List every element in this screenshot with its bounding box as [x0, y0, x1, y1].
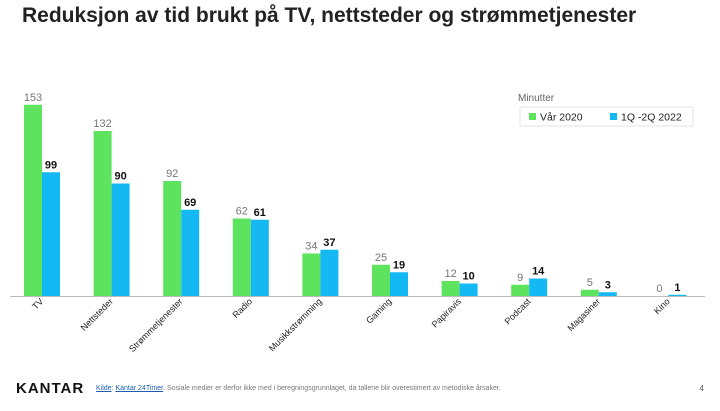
- value-label-radio-series-1: 62: [236, 206, 248, 218]
- category-label-magasiner: Magasiner: [565, 296, 602, 333]
- legend-label-2022: 1Q -2Q 2022: [621, 112, 682, 124]
- footer: KANTAR Kilde: Kantar 24Timer. Sosiale me…: [0, 378, 720, 411]
- value-label-gaming-series-2: 19: [393, 259, 405, 271]
- value-label-papiravis-series-1: 12: [444, 268, 456, 280]
- bar-chart: Minutter Vår 2020 1Q -2Q 2022 15399TV132…: [10, 92, 705, 354]
- category-label-tv: TV: [30, 296, 45, 311]
- bar-radio-series-2: [250, 219, 269, 296]
- bar-papiravis-series-2: [459, 283, 478, 296]
- bar-tv-series-2: [42, 172, 60, 296]
- category-label-strommetjenester: Strømmetjenester: [127, 296, 185, 354]
- source-link[interactable]: Kantar 24Timer: [115, 385, 164, 392]
- value-label-musikkstromming-series-2: 37: [323, 237, 335, 249]
- legend-label-vaar-2020: Vår 2020: [540, 112, 583, 124]
- bar-gaming-series-2: [390, 272, 408, 296]
- value-label-radio-series-2: 61: [254, 207, 266, 219]
- value-label-tv-series-1: 153: [24, 92, 42, 104]
- category-label-kino: Kino: [652, 296, 672, 316]
- source-note: Kilde: Kantar 24Timer. Sosiale medier er…: [96, 385, 501, 392]
- bar-nettsteder-series-2: [111, 183, 130, 296]
- bar-podcast-series-2: [529, 278, 548, 296]
- value-label-nettsteder-series-2: 90: [114, 171, 126, 183]
- category-label-gaming: Gaming: [364, 296, 393, 325]
- legend-swatch-2022: [610, 113, 617, 120]
- bar-nettsteder-series-1: [93, 131, 112, 296]
- value-label-tv-series-2: 99: [45, 159, 57, 171]
- bar-podcast-series-1: [511, 284, 530, 296]
- value-label-gaming-series-1: 25: [375, 252, 387, 264]
- value-label-strommetjenester-series-1: 92: [166, 168, 178, 180]
- bar-magasiner-series-2: [598, 292, 617, 296]
- value-label-magasiner-series-2: 3: [605, 279, 611, 291]
- page-number: 4: [699, 384, 704, 393]
- value-label-nettsteder-series-1: 132: [93, 118, 111, 130]
- category-label-radio: Radio: [231, 296, 255, 320]
- chart-legend: Minutter Vår 2020 1Q -2Q 2022: [518, 93, 694, 127]
- bar-radio-series-1: [232, 218, 251, 296]
- legend-swatch-vaar-2020: [529, 113, 536, 120]
- value-label-papiravis-series-2: 10: [462, 271, 474, 283]
- chart-bars: 15399TV13290Nettsteder9269Strømmetjenest…: [24, 92, 687, 354]
- legend-title: Minutter: [518, 93, 555, 104]
- bar-musikkstromming-series-1: [302, 253, 321, 296]
- bar-strommetjenester-series-2: [181, 209, 200, 296]
- value-label-kino-series-1: 0: [656, 283, 662, 295]
- page-title: Reduksjon av tid brukt på TV, nettsteder…: [22, 4, 637, 27]
- bar-papiravis-series-1: [441, 281, 460, 296]
- legend-frame: [519, 106, 694, 127]
- value-label-strommetjenester-series-2: 69: [184, 197, 196, 209]
- bar-strommetjenester-series-1: [163, 181, 182, 296]
- value-label-podcast-series-1: 9: [517, 272, 523, 284]
- category-label-nettsteder: Nettsteder: [79, 296, 115, 332]
- bar-musikkstromming-series-2: [320, 249, 339, 296]
- bar-kino-series-2: [668, 294, 687, 297]
- bar-gaming-series-1: [372, 264, 390, 296]
- kantar-logo: KANTAR: [16, 380, 85, 397]
- bar-magasiner-series-1: [580, 289, 599, 296]
- category-label-papiravis: Papiravis: [430, 296, 464, 330]
- category-label-podcast: Podcast: [503, 296, 533, 326]
- value-label-magasiner-series-1: 5: [587, 277, 593, 289]
- source-label-link[interactable]: Kilde: [96, 385, 112, 392]
- value-label-kino-series-2: 1: [674, 282, 680, 294]
- source-text: . Sosiale medier er derfor ikke med i be…: [163, 385, 501, 392]
- bar-tv-series-1: [24, 104, 42, 296]
- value-label-musikkstromming-series-1: 34: [305, 241, 317, 253]
- source-separator: :: [111, 385, 116, 392]
- value-label-podcast-series-2: 14: [532, 266, 545, 278]
- category-label-musikkstromming: Musikkstrømming: [267, 296, 324, 353]
